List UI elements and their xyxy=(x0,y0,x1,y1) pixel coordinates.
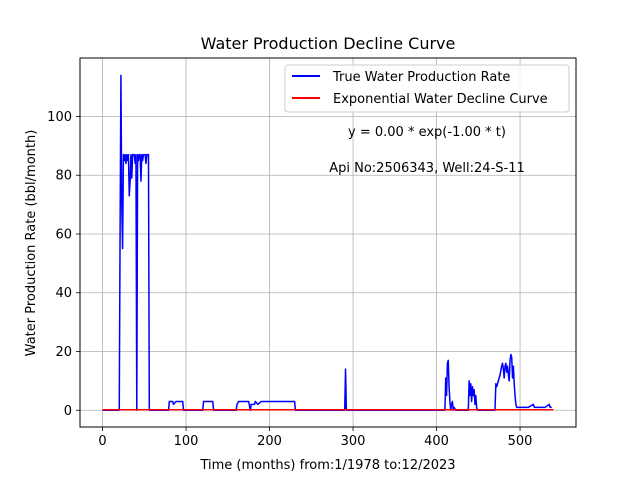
well-annotation: Api No:2506343, Well:24-S-11 xyxy=(329,161,525,176)
ticks: 0 100 200 300 400 500 0 20 40 60 80 100 xyxy=(47,110,532,449)
y-tick-label: 60 xyxy=(55,227,72,242)
chart-title: Water Production Decline Curve xyxy=(201,34,456,53)
legend: True Water Production Rate Exponential W… xyxy=(284,64,570,113)
legend-label-true-water: True Water Production Rate xyxy=(332,70,510,85)
y-tick-label: 20 xyxy=(55,345,72,360)
y-tick-label: 40 xyxy=(55,286,72,301)
plot-area-frame xyxy=(79,57,577,428)
x-axis-label: Time (months) from:1/1978 to:12/2023 xyxy=(199,458,455,473)
x-tick-label: 0 xyxy=(98,434,106,449)
y-axis-label: Water Production Rate (bbl/month) xyxy=(24,130,39,357)
x-tick-label: 100 xyxy=(174,434,199,449)
y-tick-label: 80 xyxy=(55,169,72,184)
series-layer xyxy=(102,74,554,411)
y-tick-label: 100 xyxy=(47,110,72,125)
x-tick-label: 200 xyxy=(257,434,282,449)
legend-label-exponential: Exponential Water Decline Curve xyxy=(333,92,548,107)
x-tick-label: 400 xyxy=(424,434,449,449)
x-tick-label: 300 xyxy=(341,434,366,449)
grid xyxy=(80,58,576,427)
legend-box xyxy=(284,64,570,113)
y-tick-label: 0 xyxy=(64,404,72,419)
equation-annotation: y = 0.00 * exp(-1.00 * t) xyxy=(348,125,506,140)
x-tick-label: 500 xyxy=(508,434,533,449)
